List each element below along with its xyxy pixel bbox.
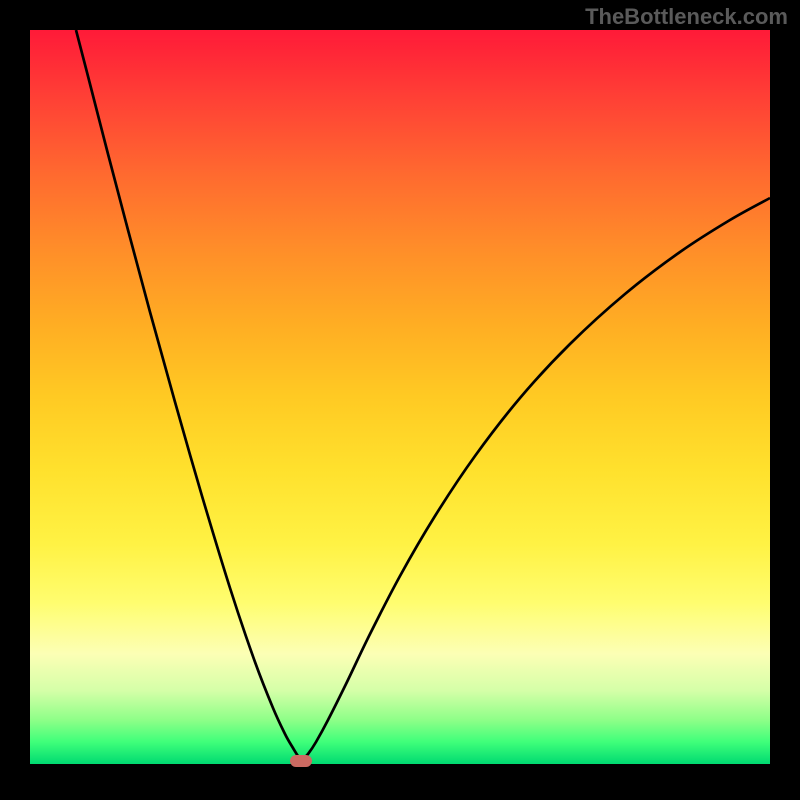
watermark-text: TheBottleneck.com (585, 4, 788, 30)
plot-area (30, 30, 770, 764)
curve-right-branch (302, 198, 770, 760)
bottleneck-curve (30, 30, 770, 764)
minimum-marker (290, 755, 312, 767)
curve-left-branch (76, 30, 302, 760)
